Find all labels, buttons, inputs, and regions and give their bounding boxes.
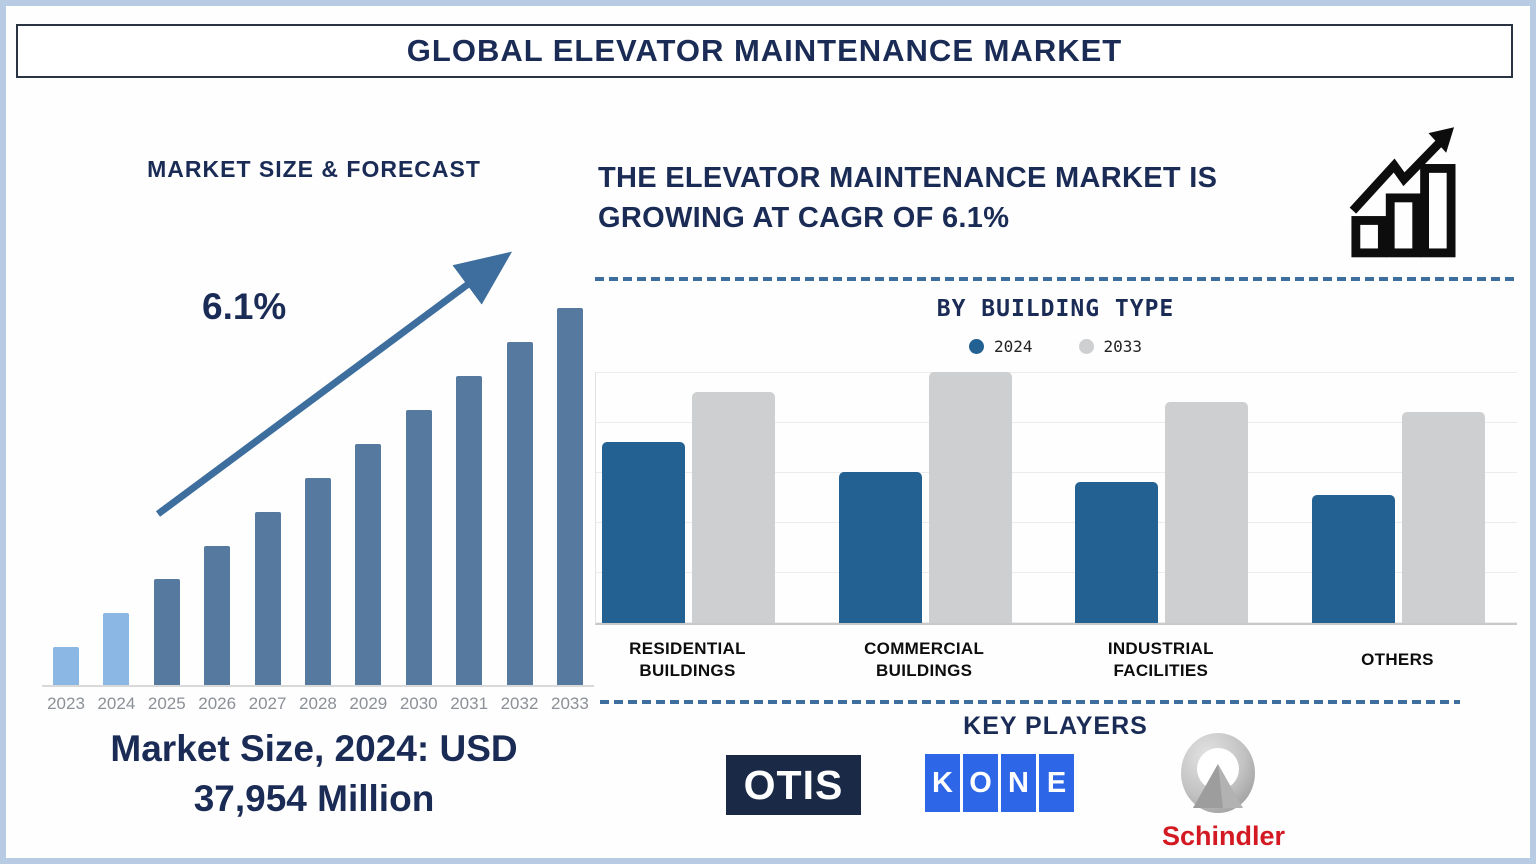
cagr-headline-line1: THE ELEVATOR MAINTENANCE MARKET IS — [598, 162, 1218, 194]
otis-logo-text: OTIS — [743, 761, 844, 808]
building-bar-group-2 — [1075, 402, 1249, 623]
building-bar-group-3 — [1311, 412, 1485, 623]
building-bar-2033-1 — [928, 372, 1012, 623]
forecast-x-label-2029: 2029 — [349, 694, 388, 713]
cagr-label: 6.1% — [202, 286, 287, 327]
forecast-bar-col-2025 — [143, 579, 191, 685]
legend-item-2033: 2033 — [1078, 337, 1143, 356]
forecast-bar-col-2029 — [344, 444, 392, 685]
building-type-heading: BY BUILDING TYPE — [936, 296, 1175, 322]
building-chart — [595, 372, 1517, 625]
building-legend: 2024 2033 — [595, 337, 1516, 356]
forecast-x-label-2027: 2027 — [248, 694, 287, 713]
dashed-divider-bottom — [600, 700, 1460, 704]
forecast-bar-col-2024 — [92, 613, 140, 685]
forecast-x-label-2025: 2025 — [147, 694, 186, 713]
building-bar-2033-3 — [1401, 412, 1485, 623]
schindler-wordmark: Schindler — [1162, 821, 1286, 851]
rising-arrow-icon — [155, 251, 513, 517]
forecast-x-label-2024: 2024 — [97, 694, 136, 713]
forecast-bar-2023 — [53, 647, 79, 685]
cagr-headline-line2: GROWING AT CAGR OF 6.1% — [598, 202, 1010, 234]
building-bar-2033-0 — [692, 392, 775, 623]
building-bar-2033-2 — [1165, 402, 1249, 623]
building-category-label-2: INDUSTRIAL FACILITIES — [1107, 639, 1214, 680]
title-box: GLOBAL ELEVATOR MAINTENANCE MARKET — [16, 24, 1513, 78]
kone-letter-K: K — [925, 754, 960, 812]
forecast-bar-2025 — [153, 579, 180, 685]
forecast-bar-col-2028 — [294, 478, 342, 685]
forecast-x-label-2026: 2026 — [198, 694, 237, 713]
building-category-label-3: OTHERS — [1361, 650, 1434, 669]
schindler-mark-icon — [1181, 733, 1255, 813]
legend-label-2024: 2024 — [993, 337, 1033, 356]
market-size-caption-line1: Market Size, 2024: USD — [110, 728, 518, 769]
building-bar-2024-3 — [1311, 495, 1395, 623]
forecast-bar-2024 — [103, 613, 130, 685]
forecast-x-label-2031: 2031 — [450, 694, 489, 713]
forecast-bar-col-2031 — [445, 376, 493, 685]
legend-dot-2033 — [1078, 339, 1094, 354]
forecast-bar-2030 — [405, 410, 432, 685]
legend-item-2024: 2024 — [968, 337, 1033, 356]
forecast-bar-2032 — [506, 342, 533, 685]
otis-logo: OTIS — [726, 755, 861, 815]
schindler-logo: Schindler — [1162, 732, 1286, 852]
legend-label-2033: 2033 — [1103, 337, 1143, 356]
building-category-label-0: RESIDENTIAL BUILDINGS — [629, 639, 746, 680]
key-players-heading: KEY PLAYERS — [963, 712, 1148, 740]
dashed-divider-top — [595, 277, 1516, 281]
building-bars — [596, 372, 1517, 623]
forecast-bar-col-2030 — [395, 410, 443, 685]
forecast-bar-col-2033 — [546, 308, 594, 685]
kone-letter-E: E — [1039, 754, 1074, 812]
market-size-caption: Market Size, 2024: USD 37,954 Million — [30, 724, 598, 824]
market-size-caption-line2: 37,954 Million — [193, 778, 435, 819]
forecast-bar-col-2032 — [496, 342, 544, 685]
page-title: GLOBAL ELEVATOR MAINTENANCE MARKET — [406, 33, 1123, 68]
forecast-bar-2027 — [254, 512, 281, 685]
forecast-x-labels: 2023 2024 2025 2026 2027 2028 2029 2030 2031 2032… — [42, 694, 594, 714]
forecast-bar-col-2027 — [244, 512, 292, 685]
forecast-heading: MARKET SIZE & FORECAST — [147, 156, 481, 182]
forecast-bar-col-2023 — [42, 647, 90, 685]
building-bar-2024-1 — [838, 472, 922, 623]
building-bar-2024-2 — [1075, 482, 1159, 623]
building-bar-2024-0 — [602, 442, 685, 623]
kone-letter-N: N — [1001, 754, 1036, 812]
forecast-x-label-2023: 2023 — [47, 694, 85, 713]
forecast-x-label-2032: 2032 — [500, 694, 539, 713]
forecast-bar-2029 — [355, 444, 382, 685]
forecast-x-label-2028: 2028 — [299, 694, 337, 713]
building-x-labels: RESIDENTIAL BUILDINGS COMMERCIAL BUILDINGS I… — [595, 636, 1516, 684]
forecast-bar-2026 — [204, 546, 231, 685]
kone-letter-O: O — [963, 754, 998, 812]
forecast-x-label-2033: 2033 — [550, 694, 589, 713]
cagr-headline: THE ELEVATOR MAINTENANCE MARKET IS GROWI… — [598, 158, 1368, 238]
forecast-bar-2031 — [456, 376, 483, 685]
building-category-label-1: COMMERCIAL BUILDINGS — [864, 639, 985, 680]
forecast-x-label-2030: 2030 — [399, 694, 438, 713]
building-bar-group-0 — [602, 392, 775, 623]
building-bar-group-1 — [838, 372, 1012, 623]
growth-chart-icon — [1349, 127, 1456, 258]
forecast-bar-col-2026 — [193, 546, 241, 685]
forecast-chart — [42, 302, 594, 687]
forecast-bar-2028 — [304, 478, 331, 685]
legend-dot-2024 — [968, 339, 984, 354]
forecast-bar-2033 — [556, 308, 583, 685]
